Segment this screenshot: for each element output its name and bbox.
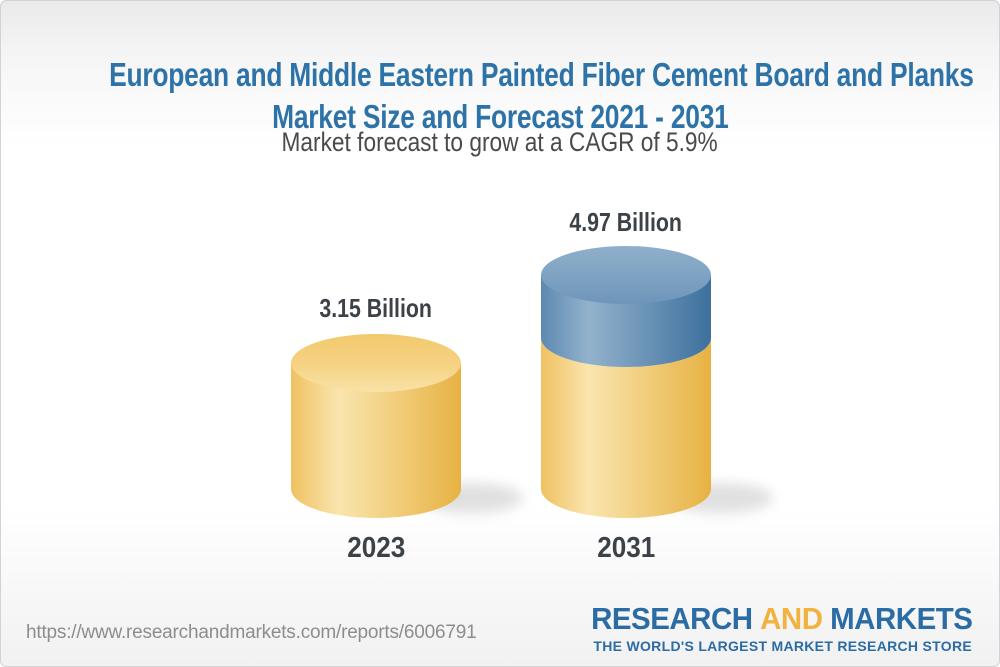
page-title: European and Middle Eastern Painted Fibe… (1, 54, 999, 138)
category-label-2023: 2023 (346, 532, 406, 564)
research-and-markets-logo: RESEARCH AND MARKETS THE WORLD'S LARGEST M… (571, 601, 973, 655)
data-label-2031: 4.97 Billion (569, 207, 683, 237)
title-line-2: Market Size and Forecast 2021 - 2031 (271, 98, 729, 136)
data-label-2023: 3.15 Billion (319, 293, 433, 323)
logo-wordmark: RESEARCH AND MARKETS (590, 601, 973, 636)
title-line-1: European and Middle Eastern Painted Fibe… (109, 56, 974, 94)
cylinder-2023-body (291, 363, 461, 518)
logo-word-research: RESEARCH (590, 601, 753, 636)
logo-word-markets: MARKETS (829, 601, 973, 636)
cylinder-2023-top (291, 334, 461, 392)
cylinder-2031-top (541, 246, 711, 304)
logo-word-and: AND (759, 601, 823, 636)
report-url: https://www.researchandmarkets.com/repor… (26, 622, 477, 643)
logo-tagline: THE WORLD'S LARGEST MARKET RESEARCH STOR… (593, 638, 972, 654)
cylinder-2031-base-body (541, 338, 711, 518)
chart-subtitle: Market forecast to grow at a CAGR of 5.9… (281, 127, 719, 157)
category-label-2031: 2031 (596, 532, 656, 564)
